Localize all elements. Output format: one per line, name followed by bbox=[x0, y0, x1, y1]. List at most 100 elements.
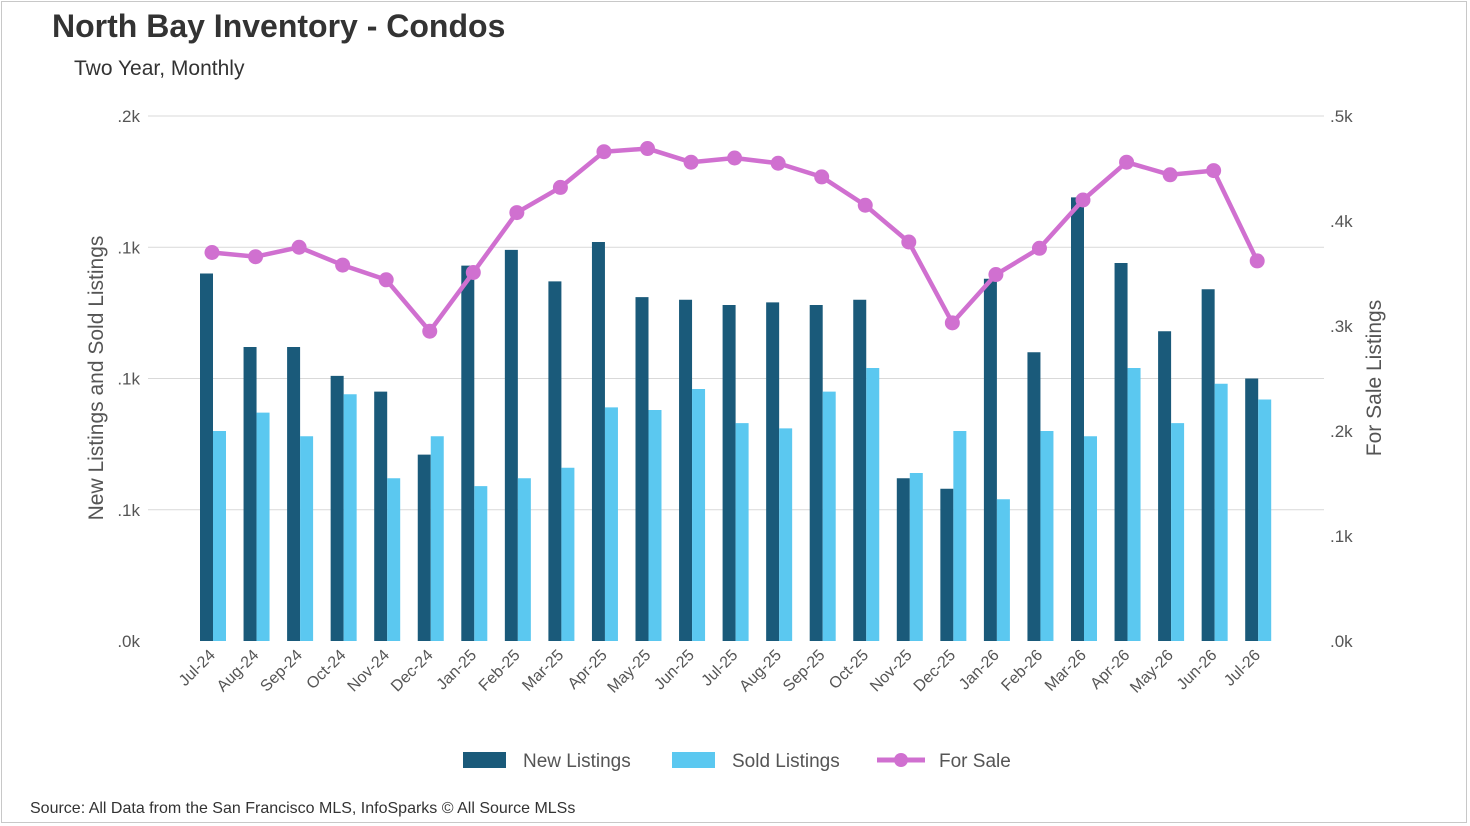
for-sale-point bbox=[683, 154, 699, 170]
bar-sold-listings bbox=[822, 391, 836, 641]
right-y-tick-label: .4k bbox=[1330, 212, 1353, 231]
bar-sold-listings bbox=[1084, 436, 1097, 641]
x-tick-label: Mar-26 bbox=[1042, 647, 1090, 695]
x-tick-label: Oct-25 bbox=[826, 647, 872, 693]
for-sale-point bbox=[857, 197, 873, 213]
bar-sold-listings bbox=[996, 499, 1010, 641]
x-tick-label: Feb-26 bbox=[998, 647, 1046, 695]
bar-sold-listings bbox=[474, 486, 488, 641]
legend-label-sold-listings: Sold Listings bbox=[732, 751, 840, 772]
legend: New Listings Sold Listings For Sale bbox=[463, 751, 1011, 772]
bar-new-listings bbox=[330, 375, 344, 641]
x-tick-label: Nov-25 bbox=[867, 647, 916, 696]
for-sale-point bbox=[1119, 154, 1135, 170]
legend-swatch-new-listings bbox=[463, 752, 506, 768]
x-tick-label: Jun-26 bbox=[1174, 647, 1221, 694]
bar-sold-listings bbox=[692, 389, 706, 641]
right-y-tick-label: .1k bbox=[1330, 527, 1353, 546]
right-axis-label: For Sale Listings bbox=[1363, 300, 1386, 456]
bar-sold-listings bbox=[256, 412, 270, 641]
bar-new-listings bbox=[1245, 378, 1259, 641]
x-tick-label: Aug-25 bbox=[736, 647, 785, 696]
bar-new-listings bbox=[1027, 352, 1041, 641]
for-sale-point bbox=[335, 257, 351, 273]
x-tick-label: May-26 bbox=[1127, 647, 1177, 697]
for-sale-point bbox=[1031, 240, 1047, 256]
left-axis-label: New Listings and Sold Listings bbox=[85, 236, 108, 521]
right-y-tick-label: .3k bbox=[1330, 317, 1353, 336]
bars bbox=[200, 197, 1272, 641]
bar-new-listings bbox=[591, 242, 605, 641]
bar-sold-listings bbox=[735, 423, 749, 641]
for-sale-point bbox=[814, 169, 830, 185]
x-tick-label: Nov-24 bbox=[345, 647, 394, 696]
bar-new-listings bbox=[548, 281, 562, 641]
bar-new-listings bbox=[287, 347, 301, 641]
bar-new-listings bbox=[853, 299, 867, 641]
for-sale-point bbox=[248, 249, 264, 265]
x-tick-label: Jul-25 bbox=[699, 647, 742, 690]
x-tick-label: Sep-24 bbox=[257, 647, 306, 696]
bar-sold-listings bbox=[430, 436, 444, 641]
for-sale-point bbox=[988, 267, 1004, 283]
for-sale-point bbox=[770, 155, 786, 171]
for-sale-point bbox=[552, 179, 568, 195]
x-tick-label: Mar-25 bbox=[519, 647, 567, 695]
bar-sold-listings bbox=[953, 431, 967, 641]
x-tick-label: Feb-25 bbox=[476, 647, 524, 695]
bar-sold-listings bbox=[909, 473, 923, 641]
for-sale-point bbox=[509, 205, 525, 221]
bar-new-listings bbox=[635, 297, 649, 641]
for-sale-point bbox=[1075, 192, 1091, 208]
bar-new-listings bbox=[940, 488, 954, 641]
bar-new-listings bbox=[200, 273, 213, 641]
for-sale-series-line bbox=[211, 146, 1260, 334]
for-sale-point bbox=[944, 315, 960, 331]
bar-new-listings bbox=[983, 278, 997, 641]
bar-new-listings bbox=[679, 299, 693, 641]
for-sale-line bbox=[204, 141, 1265, 339]
bar-new-listings bbox=[504, 249, 518, 641]
bar-new-listings bbox=[1071, 197, 1084, 641]
for-sale-point bbox=[1249, 253, 1265, 269]
x-tick-label: Aug-24 bbox=[214, 647, 263, 696]
bar-sold-listings bbox=[1214, 383, 1228, 641]
x-tick-label: Apr-26 bbox=[1087, 647, 1133, 693]
legend-label-new-listings: New Listings bbox=[523, 751, 631, 772]
for-sale-point bbox=[422, 323, 438, 339]
for-sale-point bbox=[1206, 163, 1222, 179]
bar-new-listings bbox=[417, 454, 431, 641]
bar-new-listings bbox=[1201, 289, 1215, 641]
bar-sold-listings bbox=[387, 478, 401, 641]
left-y-tick-label: .1k bbox=[117, 238, 140, 257]
bar-new-listings bbox=[1158, 331, 1172, 641]
for-sale-point bbox=[901, 234, 917, 250]
for-sale-point bbox=[465, 264, 481, 280]
left-y-tick-label: .2k bbox=[117, 107, 140, 126]
bar-sold-listings bbox=[517, 478, 531, 641]
bar-sold-listings bbox=[779, 428, 793, 641]
right-y-axis: .0k .1k .2k .3k .4k .5k bbox=[1330, 107, 1353, 651]
for-sale-point bbox=[378, 272, 394, 288]
x-axis: Jul-24Aug-24Sep-24Oct-24Nov-24Dec-24Jan-… bbox=[176, 647, 1264, 697]
bar-sold-listings bbox=[561, 467, 575, 641]
left-y-axis: .0k .1k .1k .1k .2k bbox=[117, 107, 140, 651]
x-tick-label: Dec-24 bbox=[388, 647, 437, 696]
bar-sold-listings bbox=[343, 394, 357, 641]
right-y-tick-label: .0k bbox=[1330, 632, 1353, 651]
for-sale-point bbox=[1162, 167, 1178, 183]
left-y-tick-label: .1k bbox=[117, 501, 140, 520]
left-y-tick-label: .1k bbox=[117, 370, 140, 389]
x-tick-label: Oct-24 bbox=[304, 647, 350, 693]
legend-swatch-sold-listings bbox=[672, 752, 715, 768]
x-tick-label: Jul-24 bbox=[176, 647, 219, 690]
bar-sold-listings bbox=[1127, 368, 1141, 641]
x-tick-label: Sep-25 bbox=[780, 647, 829, 696]
bar-new-listings bbox=[374, 391, 388, 641]
legend-swatch-for-sale-marker bbox=[894, 753, 908, 767]
x-tick-label: May-25 bbox=[605, 647, 655, 697]
bar-sold-listings bbox=[300, 436, 314, 641]
for-sale-point bbox=[204, 245, 220, 260]
chart-title: North Bay Inventory - Condos bbox=[52, 8, 506, 44]
